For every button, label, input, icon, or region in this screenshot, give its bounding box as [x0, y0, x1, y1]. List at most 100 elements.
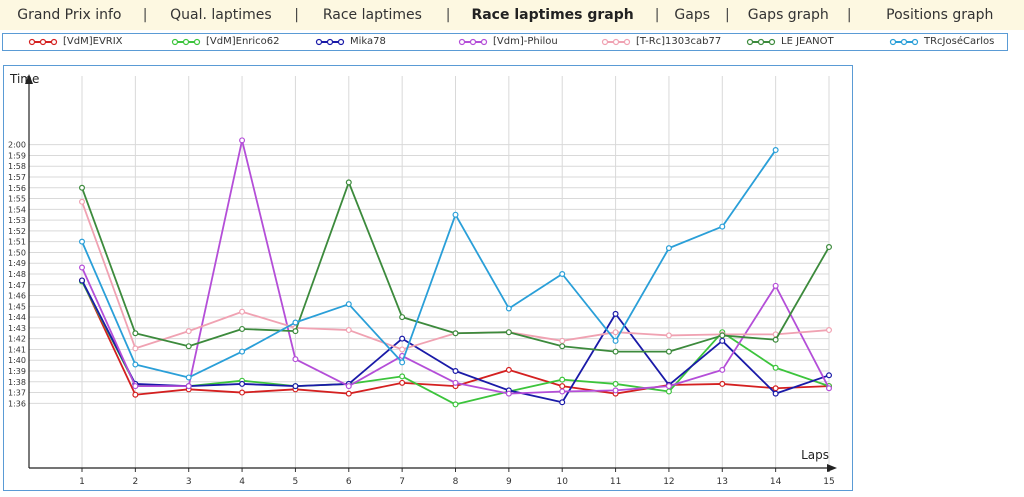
data-point	[612, 348, 619, 355]
x-tick-label: 6	[346, 477, 352, 487]
x-tick-label: 7	[399, 477, 405, 487]
y-tick-label: 1:50	[8, 248, 26, 257]
data-point	[345, 390, 352, 397]
data-point	[665, 388, 672, 395]
data-point	[452, 379, 459, 386]
data-point	[78, 238, 85, 245]
y-tick-label: 2:00	[8, 141, 26, 150]
x-tick-label: 3	[186, 477, 192, 487]
x-tick-label: 1	[79, 477, 85, 487]
data-point	[452, 330, 459, 337]
legend-line-icon	[458, 38, 488, 45]
x-tick-label: 11	[610, 477, 621, 487]
y-tick-label: 1:53	[8, 216, 26, 225]
x-tick-label: 2	[132, 477, 138, 487]
data-point	[452, 368, 459, 375]
y-tick-label: 1:44	[8, 313, 26, 322]
nav-separator: |	[445, 7, 451, 23]
x-tick-label: 5	[293, 477, 299, 487]
data-point	[719, 332, 726, 339]
y-tick-label: 1:59	[8, 151, 26, 160]
legend-label: [Vdm]-Philou	[493, 36, 558, 47]
data-point	[665, 245, 672, 252]
legend-line-icon	[28, 38, 58, 45]
legend-line-icon	[315, 38, 345, 45]
legend-item: [Vdm]-Philou	[458, 36, 558, 47]
nav-tab-grand-prix-info[interactable]: Grand Prix info	[17, 7, 122, 23]
data-point	[505, 366, 512, 373]
data-point	[825, 244, 832, 251]
data-point	[399, 379, 406, 386]
race-laptimes-chart: 1:361:37 1:38 1:39 1:40 1:411:42 1:43 1:44 1:45…	[8, 72, 837, 487]
data-point	[239, 137, 246, 144]
legend-label: TRcJoséCarlos	[924, 36, 995, 47]
legend-label: Mika78	[350, 36, 386, 47]
data-point	[772, 385, 779, 392]
data-point	[239, 380, 246, 387]
data-point	[132, 330, 139, 337]
data-point	[505, 305, 512, 312]
y-tick-label: 1:43	[8, 324, 26, 333]
data-point	[399, 346, 406, 353]
top-navigation: Grand Prix info | Qual. laptimes | Race lapt…	[0, 0, 1024, 30]
legend-label: LE JEANOT	[781, 36, 834, 47]
legend-item: TRcJoséCarlos	[889, 36, 994, 47]
data-point	[772, 282, 779, 289]
y-tick-label: 1:37	[8, 389, 26, 398]
legend-item: Mika78	[315, 36, 386, 47]
data-point	[239, 389, 246, 396]
x-tick-label: 9	[506, 477, 512, 487]
data-point	[239, 308, 246, 315]
data-point	[772, 390, 779, 397]
x-tick-label: 10	[556, 477, 568, 487]
data-point	[719, 223, 726, 230]
data-point	[452, 211, 459, 218]
x-tick-label: 15	[823, 477, 834, 487]
y-tick-label: 1:56	[8, 184, 26, 193]
nav-tab-qual-laptimes[interactable]: Qual. laptimes	[170, 7, 272, 23]
data-point	[345, 327, 352, 334]
legend-line-icon	[746, 38, 776, 45]
data-point	[825, 327, 832, 334]
data-point	[185, 343, 192, 350]
nav-tab-gaps[interactable]: Gaps	[674, 7, 711, 23]
x-tick-label: 12	[663, 477, 674, 487]
x-tick-label: 4	[239, 477, 245, 487]
y-tick-label: 1:52	[8, 227, 26, 236]
y-axis-arrow	[25, 74, 33, 84]
series-line	[81, 149, 777, 379]
data-point	[612, 380, 619, 387]
nav-separator: |	[725, 7, 730, 23]
data-point	[185, 383, 192, 390]
nav-tab-race-laptimes[interactable]: Race laptimes	[322, 7, 422, 23]
data-point	[559, 337, 566, 344]
data-point	[399, 359, 406, 366]
y-tick-label: 1:45	[8, 302, 26, 311]
nav-tab-race-laptimes-graph[interactable]: Race laptimes graph	[471, 7, 634, 23]
nav-tab-gaps-graph[interactable]: Gaps graph	[747, 7, 829, 23]
nav-tab-positions-graph[interactable]: Positions graph	[886, 7, 994, 23]
data-point	[292, 356, 299, 363]
data-point	[612, 329, 619, 336]
data-point	[78, 277, 85, 284]
data-point	[452, 401, 459, 408]
legend-item: [VdM]Enrico62	[171, 36, 280, 47]
data-point	[239, 325, 246, 332]
legend-line-icon	[601, 38, 631, 45]
y-tick-label: 1:46	[8, 292, 26, 301]
data-point	[505, 329, 512, 336]
data-point	[78, 184, 85, 191]
data-point	[825, 385, 832, 392]
data-point	[825, 372, 832, 379]
y-tick-label: 1:58	[8, 162, 26, 171]
legend-item: [T-Rc]1303cab77	[601, 36, 721, 47]
data-point	[559, 388, 566, 395]
data-point	[559, 383, 566, 390]
data-point	[132, 361, 139, 368]
y-tick-label: 1:48	[8, 270, 26, 279]
data-point	[612, 387, 619, 394]
data-point	[239, 348, 246, 355]
data-point	[505, 390, 512, 397]
data-point	[399, 335, 406, 342]
data-point	[345, 383, 352, 390]
